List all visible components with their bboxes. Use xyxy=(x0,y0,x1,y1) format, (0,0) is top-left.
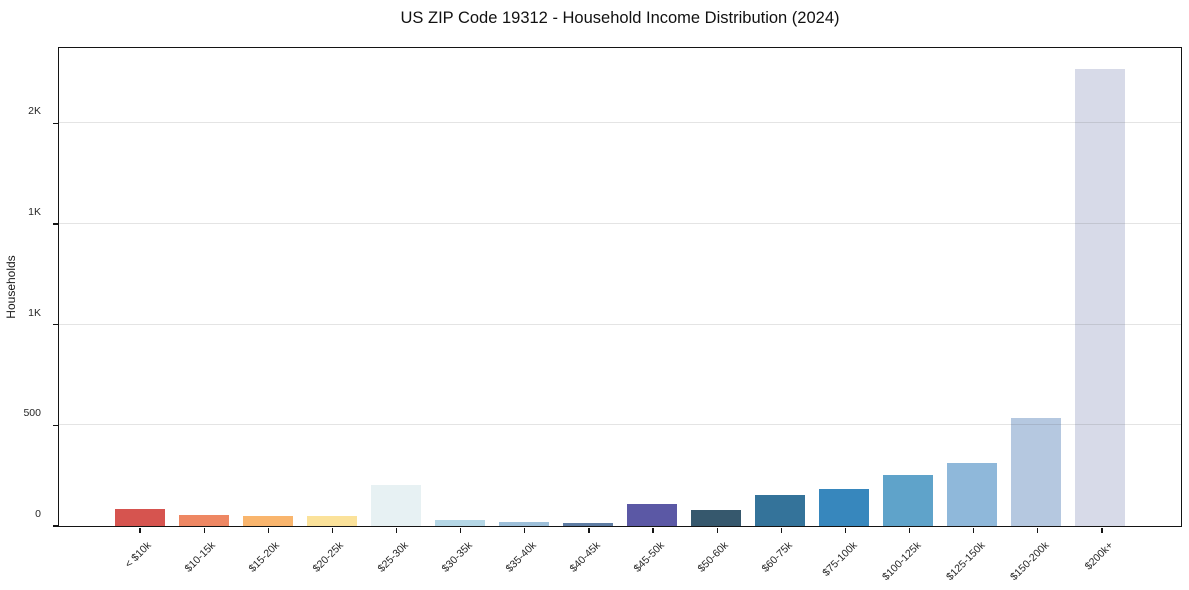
chart-title: US ZIP Code 19312 - Household Income Dis… xyxy=(400,9,840,27)
bar xyxy=(371,484,421,526)
x-tick-mark xyxy=(139,527,141,533)
x-tick-mark xyxy=(267,527,269,533)
bar xyxy=(627,504,677,526)
y-tick-mark xyxy=(52,223,58,225)
x-tick-mark xyxy=(716,527,718,533)
gridline xyxy=(59,323,1181,325)
y-tick-label: 500 xyxy=(23,407,41,420)
x-tick-mark xyxy=(909,527,911,533)
bars-layer xyxy=(59,48,1181,526)
x-tick-mark xyxy=(1101,527,1103,533)
x-tick-mark xyxy=(524,527,526,533)
x-tick-mark xyxy=(331,527,334,533)
x-tick-mark xyxy=(460,527,462,533)
x-tick-mark xyxy=(652,527,654,533)
x-tick-label-text: $200k+ xyxy=(1082,539,1116,573)
bar xyxy=(1075,69,1125,526)
bar xyxy=(947,462,997,526)
y-tick-label: 1K xyxy=(28,206,41,218)
y-tick-mark xyxy=(52,525,58,527)
y-tick-mark xyxy=(52,424,58,426)
y-tick-label: 2K xyxy=(28,105,41,118)
x-tick-label-text: $25-30k xyxy=(375,539,411,575)
bar xyxy=(1011,417,1061,526)
y-tick-mark xyxy=(52,122,58,124)
bar xyxy=(307,515,357,526)
x-tick-label-text: $60-75k xyxy=(759,539,796,575)
x-tick-mark xyxy=(203,527,205,533)
bar xyxy=(435,520,485,526)
x-tick-label-text: $150-200k xyxy=(1008,539,1052,583)
x-tick-label-text: $45-50k xyxy=(631,539,667,575)
x-tick-mark xyxy=(973,527,975,533)
bar xyxy=(115,508,165,526)
x-tick-mark xyxy=(395,527,398,533)
grid-layer xyxy=(59,48,1181,526)
bar xyxy=(179,515,229,526)
bar xyxy=(755,495,805,526)
y-tick-label: 1K xyxy=(28,306,41,319)
bar xyxy=(691,509,741,526)
bar xyxy=(499,521,549,526)
plot-area: 0 500 1K 1K 2K < $10k $10-15k $15-20k $20-25k $2… xyxy=(23,47,1182,583)
x-tick-label-text: $15-20k xyxy=(246,539,283,575)
y-tick-label: 0 xyxy=(35,508,41,520)
y-tick-mark xyxy=(52,324,58,326)
bar xyxy=(243,515,293,526)
bar xyxy=(563,523,613,526)
x-tick-label-text: $20-25k xyxy=(310,539,347,575)
x-tick-label-text: $10-15k xyxy=(182,539,218,575)
x-tick-label-text: $125-150k xyxy=(944,539,988,583)
x-tick-mark xyxy=(780,527,782,533)
x-tick-label-text: < $10k xyxy=(122,539,154,571)
x-tick-label-text: $40-45k xyxy=(567,539,603,575)
x-tick-label-text: $75-100k xyxy=(819,539,860,579)
x-tick-mark xyxy=(844,527,847,533)
bar xyxy=(819,488,869,526)
x-tick-label-text: $100-125k xyxy=(879,539,924,583)
x-tick-label-text: $30-35k xyxy=(439,539,475,575)
x-tick-label-text: $35-40k xyxy=(503,539,539,575)
x-tick-mark xyxy=(1037,527,1039,533)
x-tick-label-text: $50-60k xyxy=(695,539,732,575)
gridline xyxy=(59,122,1181,124)
gridline xyxy=(59,424,1181,426)
x-tick-mark xyxy=(588,527,590,533)
bar xyxy=(883,475,933,526)
gridline xyxy=(59,223,1181,224)
